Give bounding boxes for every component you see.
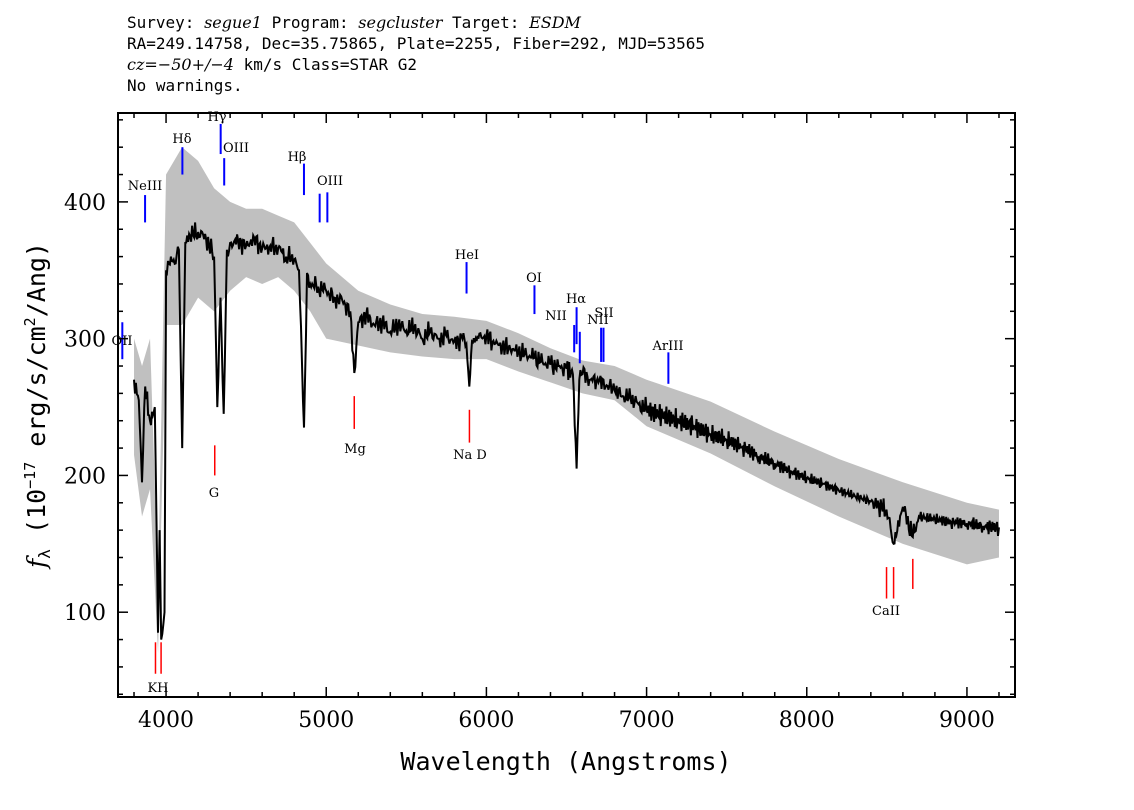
header-line-1: Survey: segue1 Program: segcluster Targe… [127,12,705,33]
line-label-NII_b: NII [587,313,609,328]
line-label-NaD: Na D [453,448,487,463]
cz-value: −50+/−4 [157,55,234,74]
survey-label: Survey: [127,13,195,32]
line-label-KH: KH [147,681,168,696]
line-label-HeI: HeI [455,248,479,263]
x-tick-label-1: 5000 [298,708,354,733]
cz-rest: km/s Class=STAR G2 [233,55,417,74]
header-line-4: No warnings. [127,76,243,95]
line-label-OII: OII [112,334,133,349]
spectrum-header: Survey: segue1 Program: segcluster Targe… [127,12,705,96]
line-label-Hbeta: Hβ [288,150,307,165]
line-label-ArIII: ArIII [651,339,683,354]
target-label: Target: [452,13,520,32]
x-axis-title: Wavelength (Angstroms) [400,747,731,776]
x-tick-label-2: 6000 [458,708,514,733]
line-label-G: G [209,486,219,501]
line-label-NeIII: NeIII [128,179,162,194]
line-label-Halpha: Hα [566,292,586,307]
error-band-layer [134,147,999,654]
x-tick-label-5: 9000 [939,708,995,733]
y-tick-label-0: 100 [64,601,106,626]
line-label-NII_a: NII [545,309,567,324]
program-value: segcluster [358,13,443,32]
line-label-OI: OI [526,271,542,286]
x-tick-label-3: 7000 [619,708,675,733]
spectrum-line [133,222,1000,640]
header-line-2: RA=249.14758, Dec=35.75865, Plate=2255, … [127,34,705,53]
line-label-Hdelta: Hδ [172,132,191,147]
survey-value: segue1 [204,13,262,32]
line-label-SII: SII [594,306,613,321]
cz-label: cz= [127,55,158,74]
header-line-3: cz=−50+/−4 km/s Class=STAR G2 [127,54,705,75]
y-tick-label-1: 200 [64,464,106,489]
y-tick-label-2: 300 [64,328,106,353]
line-label-OIII_a: OIII [223,141,249,156]
error-band [134,147,999,654]
line-markers-layer: NeIIIHδHγOIIIHβOIIIHeIOINIIHαNIISIIArIII… [112,110,914,696]
x-tick-label-0: 4000 [138,708,194,733]
plot-frame [117,112,1016,698]
svg-text:fλ (10−17 erg/s/cm2/Ang): fλ (10−17 erg/s/cm2/Ang) [21,242,54,570]
line-label-CaII: CaII [872,604,900,619]
x-tick-label-4: 8000 [779,708,835,733]
target-value: ESDM [529,13,581,32]
line-label-OIII_b: OIII [317,174,343,189]
program-label: Program: [271,13,349,32]
line-label-Mg: Mg [344,442,366,457]
y-axis-title: fλ (10−17 erg/s/cm2/Ang) [21,242,54,570]
axis-ticks: 4000 5000 6000 7000 8000 9000 100 200 300 400 [64,113,1015,733]
spectrum-layer [133,222,1000,640]
y-tick-label-3: 400 [64,191,106,216]
